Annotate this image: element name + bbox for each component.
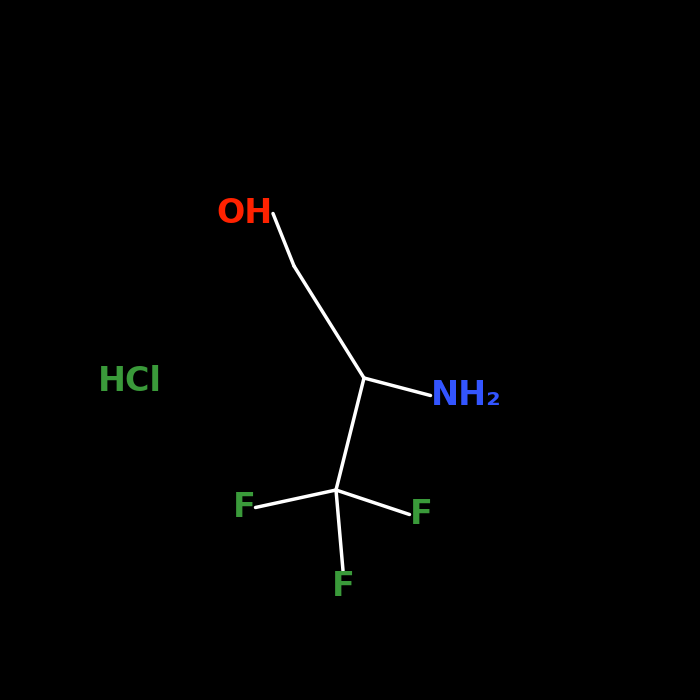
Text: F: F: [332, 570, 354, 603]
Text: OH: OH: [217, 197, 273, 230]
Text: HCl: HCl: [97, 365, 162, 398]
Text: F: F: [232, 491, 256, 524]
Text: NH₂: NH₂: [430, 379, 501, 412]
Text: F: F: [410, 498, 433, 531]
